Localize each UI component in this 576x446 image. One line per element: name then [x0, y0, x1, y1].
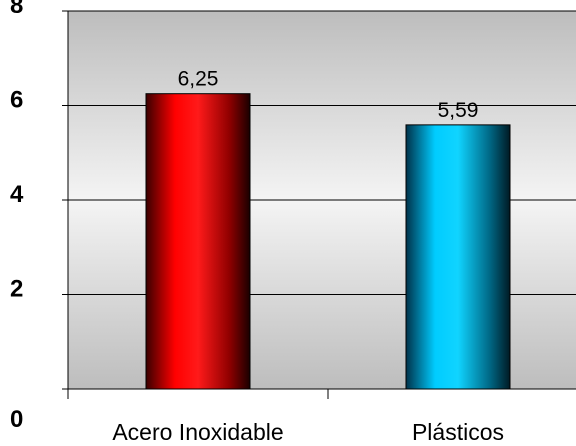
y-tick-label: 8 — [10, 0, 23, 19]
bar-1 — [145, 93, 251, 390]
y-tick-label: 2 — [10, 276, 23, 303]
data-label: 5,59 — [438, 99, 479, 122]
y-tick-label: 6 — [10, 87, 23, 114]
y-tick-label: 4 — [10, 181, 24, 208]
x-tick-label: Acero Inoxidable — [112, 419, 283, 445]
y-tick-label: 0 — [10, 406, 23, 433]
bar-2 — [405, 124, 511, 390]
data-label: 6,25 — [178, 68, 219, 91]
x-tick-label: Plásticos — [412, 419, 504, 445]
